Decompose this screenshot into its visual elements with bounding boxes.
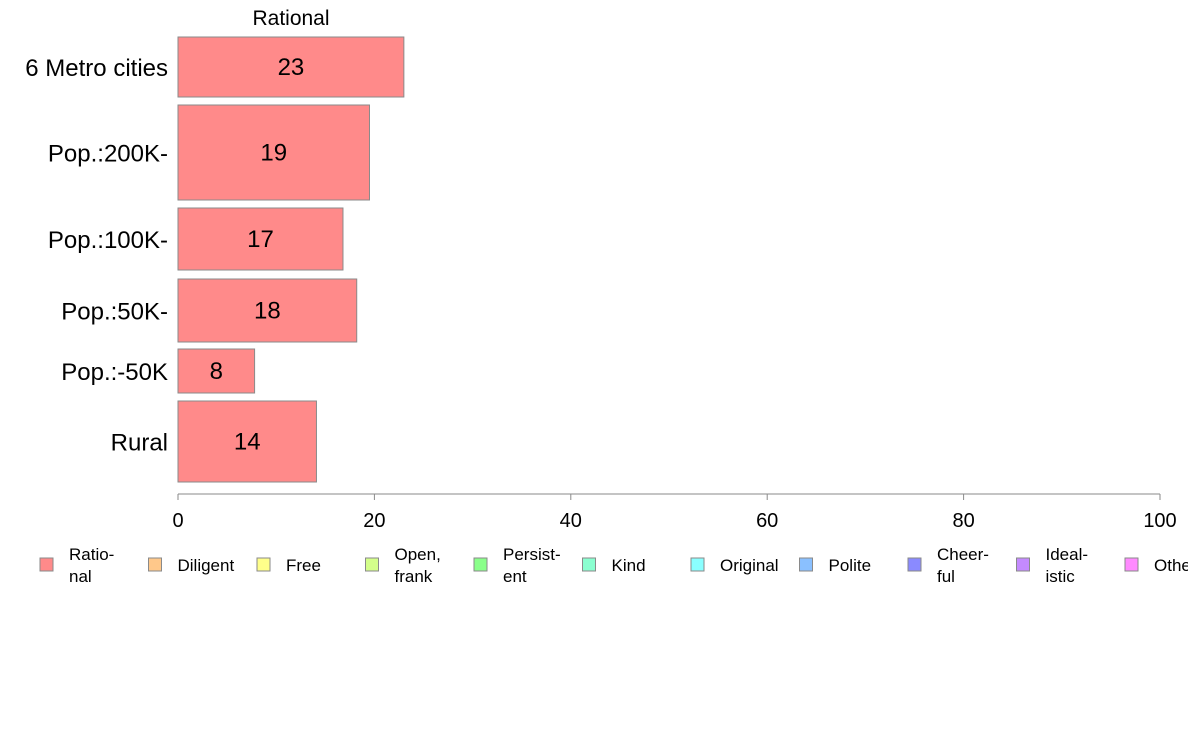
x-tick-label-40: 40 (560, 510, 582, 532)
category-label-pop-100k: Pop.:100K- (48, 227, 168, 254)
legend-label-cheerful: Cheer-ful (937, 545, 989, 586)
x-tick-label-100: 100 (1143, 510, 1176, 532)
category-label-pop-50k: Pop.:-50K (61, 359, 168, 386)
legend-label-kind: Kind (612, 556, 646, 575)
bar-6-metro-cities (177, 36, 405, 98)
legend-swatch-persistent (473, 557, 488, 572)
x-tick-label-80: 80 (952, 510, 974, 532)
legend-swatch-rational (39, 557, 54, 572)
legend-swatch-other (1124, 557, 1139, 572)
bar-rural (177, 400, 317, 483)
bar-value-label-pop-50k: 18 (254, 298, 281, 325)
legend-swatch-diligent (148, 557, 162, 572)
legend-label-persistent: Persist-ent (503, 545, 561, 586)
legend-swatch-original (690, 557, 705, 572)
x-tick-label-60: 60 (756, 510, 778, 532)
category-label-pop-50k: Pop.:50K- (61, 299, 168, 326)
category-label-6-metro-cities: 6 Metro cities (25, 55, 168, 82)
bar-value-label-rural: 14 (234, 429, 261, 456)
bar-pop-100k (177, 207, 344, 271)
legend-label-other: Other (1154, 556, 1188, 575)
bar-value-label-pop-50k: 8 (210, 358, 223, 385)
legend-label-diligent: Diligent (178, 556, 235, 575)
legend-swatch-kind (582, 557, 596, 572)
legend-swatch-cheerful (907, 557, 922, 572)
legend-label-open-frank: Open, frank (395, 545, 441, 586)
legend-swatch-open-frank (365, 557, 379, 572)
chart-title: Rational (252, 7, 329, 30)
x-tick-label-0: 0 (172, 510, 183, 532)
bar-pop-200k (177, 104, 370, 201)
legend-swatch-free (256, 557, 271, 572)
bar-pop-50k (177, 348, 256, 394)
legend-label-free: Free (286, 556, 321, 575)
legend-swatch-polite (799, 557, 813, 572)
legend-label-original: Original (720, 556, 779, 575)
bar-value-label-6-metro-cities: 23 (278, 54, 305, 81)
legend: Ratio-nal Diligent Free Open, frank Persist-e… (39, 545, 1188, 586)
legend-label-idealistic: Ideal-istic (1046, 545, 1089, 586)
x-axis: 0 20 40 60 80 100 (172, 493, 1177, 532)
legend-label-polite: Polite (829, 556, 872, 575)
bar-value-label-pop-100k: 17 (247, 226, 274, 253)
bars: 23 6 Metro cities 19 Pop.:200K- 17 Pop.:100K-… (25, 36, 405, 483)
legend-label-rational: Ratio-nal (69, 545, 114, 586)
category-label-pop-200k: Pop.:200K- (48, 141, 168, 168)
bar-value-label-pop-200k: 19 (260, 140, 287, 167)
category-label-rural: Rural (111, 430, 168, 457)
bar-pop-50k (177, 278, 358, 343)
x-tick-label-20: 20 (363, 510, 385, 532)
legend-swatch-idealistic (1016, 557, 1030, 572)
